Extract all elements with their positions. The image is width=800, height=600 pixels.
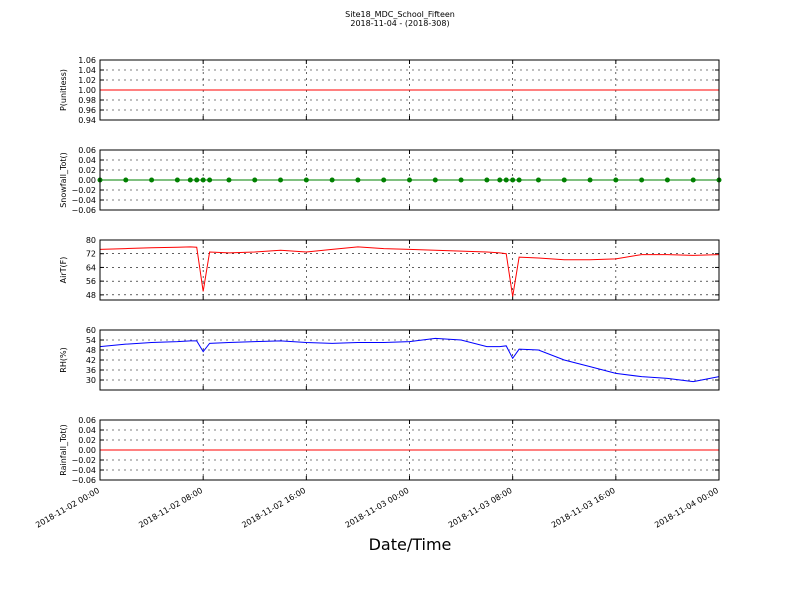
chart-title: Site18_MDC_School_Fifteen <box>345 10 455 19</box>
x-tick-label: 2018-11-03 16:00 <box>550 486 617 530</box>
data-point <box>303 177 309 183</box>
x-tick-label: 2018-11-02 00:00 <box>34 486 101 530</box>
x-axis-label: Date/Time <box>369 535 452 554</box>
data-point <box>458 177 464 183</box>
y-tick-label: −0.02 <box>71 186 96 195</box>
data-point <box>174 177 180 183</box>
x-tick-label: 2018-11-03 08:00 <box>447 486 514 530</box>
data-point <box>432 177 438 183</box>
y-axis-label: P(unitless) <box>59 69 68 111</box>
plot-frame <box>99 419 720 481</box>
data-point <box>516 177 522 183</box>
y-tick-label: 30 <box>86 376 96 385</box>
y-tick-label: 72 <box>86 250 96 259</box>
x-tick-label: 2018-11-04 00:00 <box>653 486 720 530</box>
data-point <box>690 177 696 183</box>
y-tick-label: 42 <box>86 356 96 365</box>
data-point <box>484 177 490 183</box>
y-tick-label: 1.06 <box>78 56 96 65</box>
y-tick-label: 0.04 <box>78 156 96 165</box>
y-axis-label: Snowfall_Tot() <box>59 152 68 208</box>
data-point <box>503 177 509 183</box>
data-point <box>329 177 335 183</box>
y-tick-label: 1.02 <box>78 76 96 85</box>
plot-frame <box>99 149 720 211</box>
data-point <box>355 177 361 183</box>
data-point <box>252 177 258 183</box>
y-axis-label: RH(%) <box>59 347 68 372</box>
y-tick-label: 48 <box>86 346 96 355</box>
y-tick-label: 0.00 <box>78 446 96 455</box>
y-tick-label: 80 <box>86 236 96 245</box>
data-line <box>99 337 720 383</box>
y-tick-label: 60 <box>86 326 96 335</box>
y-tick-label: 36 <box>86 366 96 375</box>
y-tick-label: −0.06 <box>71 476 96 485</box>
y-tick-label: 64 <box>86 263 96 272</box>
y-tick-label: −0.04 <box>71 466 96 475</box>
y-tick-label: 56 <box>86 277 96 286</box>
y-tick-label: 1.04 <box>78 66 96 75</box>
data-point <box>381 177 387 183</box>
y-tick-label: 0.96 <box>78 106 96 115</box>
y-tick-label: 48 <box>86 291 96 300</box>
data-point <box>123 177 129 183</box>
y-tick-label: 0.02 <box>78 436 96 445</box>
chart-subtitle: 2018-11-04 - (2018-308) <box>350 19 449 28</box>
y-tick-label: −0.06 <box>71 206 96 215</box>
data-point <box>149 177 155 183</box>
data-point <box>613 177 619 183</box>
y-tick-label: 1.00 <box>78 86 96 95</box>
data-point <box>278 177 284 183</box>
y-tick-label: 0.06 <box>78 416 96 425</box>
data-line <box>99 246 720 297</box>
y-tick-label: −0.02 <box>71 456 96 465</box>
data-point <box>587 177 593 183</box>
data-point <box>407 177 412 183</box>
y-tick-label: 0.04 <box>78 426 96 435</box>
y-axis-label: Rainfall_Tot() <box>59 424 68 476</box>
data-point <box>497 177 503 183</box>
data-point <box>535 177 541 183</box>
x-tick-label: 2018-11-02 08:00 <box>137 486 204 530</box>
data-point <box>187 177 193 183</box>
y-axis-label: AirT(F) <box>59 257 68 284</box>
x-tick-label: 2018-11-02 16:00 <box>240 486 307 530</box>
y-tick-label: 54 <box>86 336 96 345</box>
data-point <box>510 177 516 183</box>
data-point <box>561 177 567 183</box>
y-tick-label: 0.06 <box>78 146 96 155</box>
data-point <box>226 177 232 183</box>
data-point <box>200 177 206 183</box>
y-tick-label: 0.98 <box>78 96 96 105</box>
y-tick-label: −0.04 <box>71 196 96 205</box>
data-point <box>639 177 645 183</box>
plot-frame <box>99 239 720 301</box>
y-tick-label: 0.94 <box>78 116 96 125</box>
data-point <box>194 177 200 183</box>
plot-frame <box>99 329 720 391</box>
y-tick-label: 0.00 <box>78 176 96 185</box>
y-tick-label: 0.02 <box>78 166 96 175</box>
x-tick-label: 2018-11-03 00:00 <box>344 486 411 530</box>
data-point <box>664 177 670 183</box>
data-point <box>207 177 213 183</box>
plot-frame <box>99 59 720 121</box>
